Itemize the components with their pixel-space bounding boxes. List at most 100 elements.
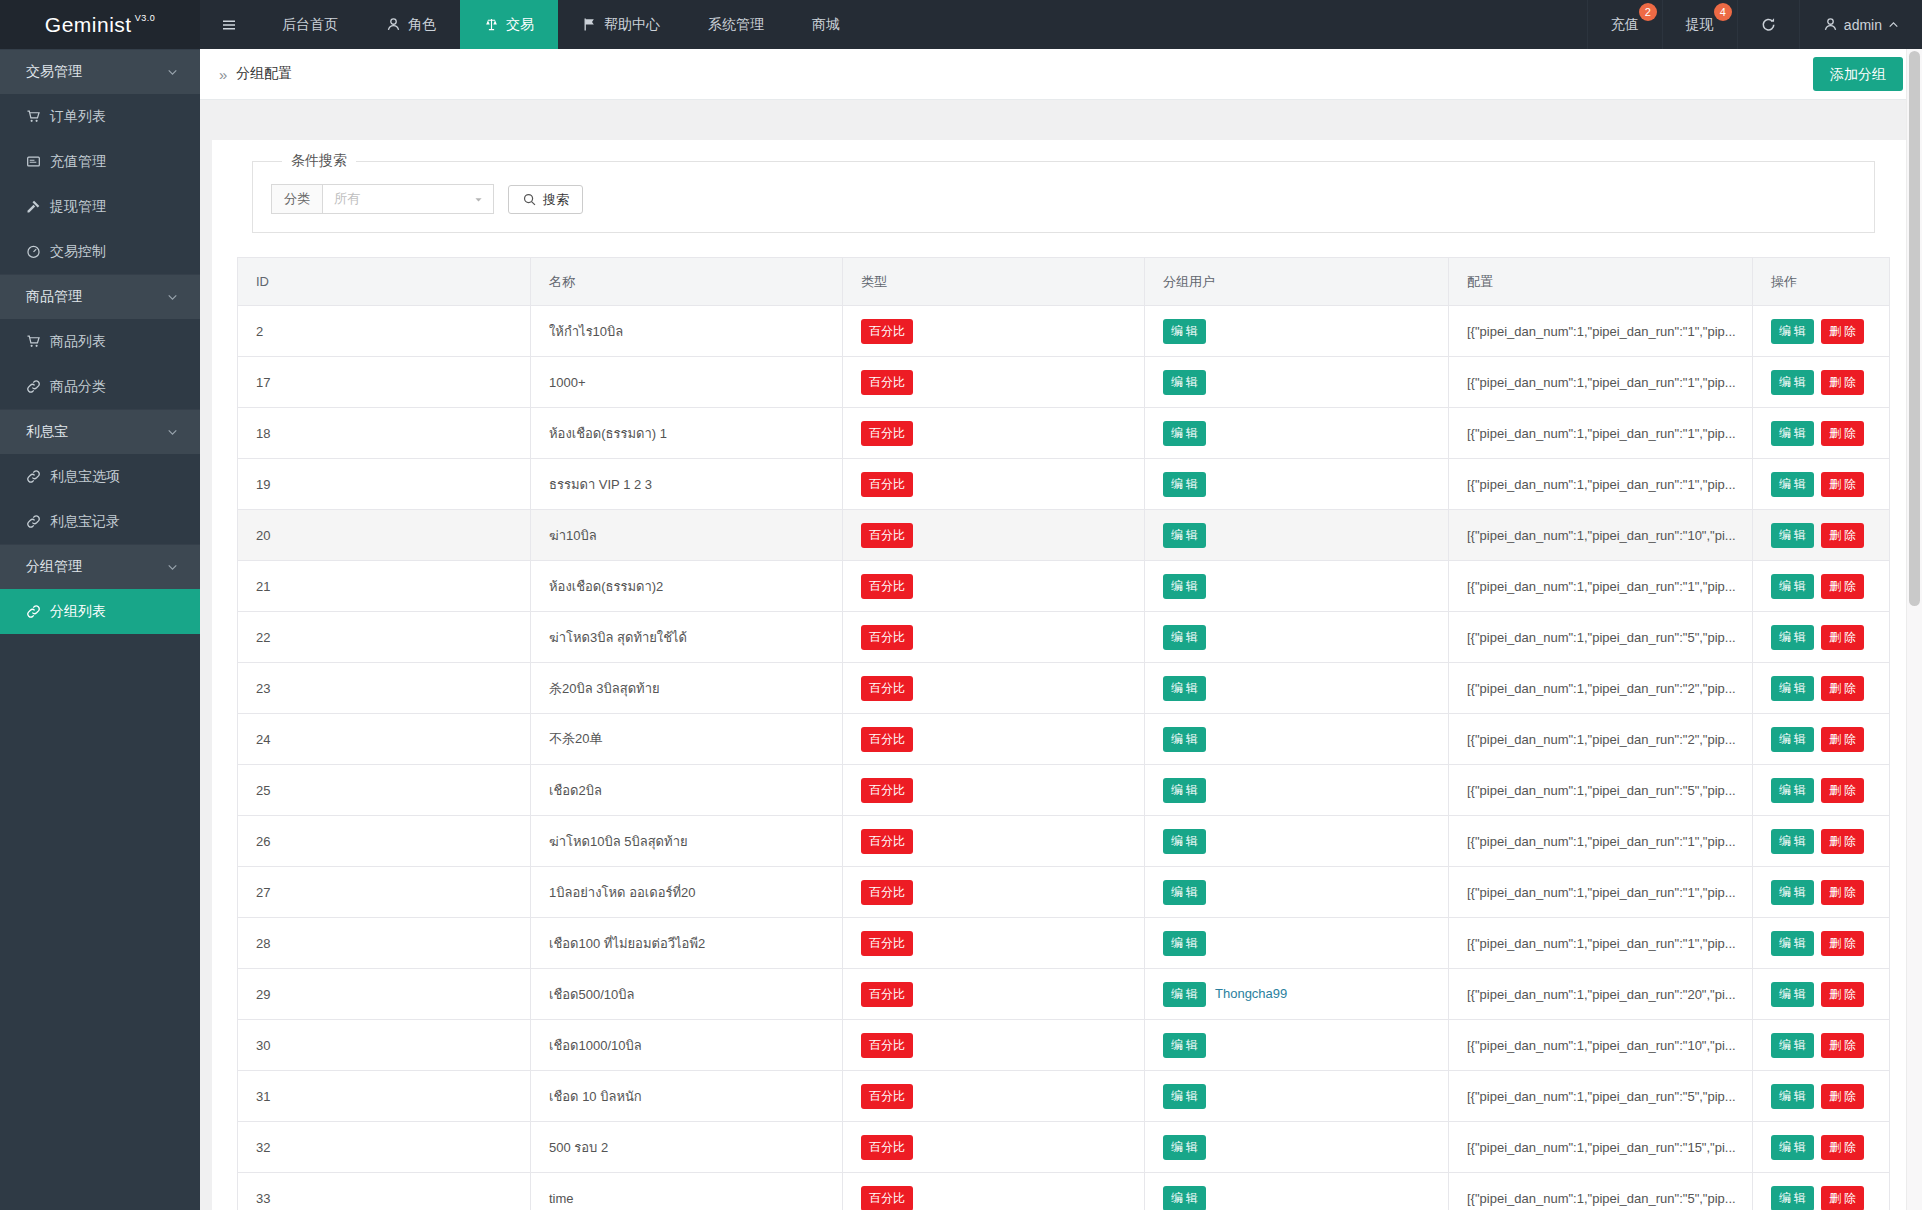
sidebar-item-group-list[interactable]: 分组列表 — [0, 589, 200, 634]
edit-group-users-button[interactable]: 编辑 — [1163, 523, 1206, 548]
edit-group-users-button[interactable]: 编辑 — [1163, 625, 1206, 650]
cell-group-users: 编辑 — [1145, 1071, 1449, 1122]
edit-button[interactable]: 编辑 — [1771, 523, 1814, 548]
edit-button[interactable]: 编辑 — [1771, 1084, 1814, 1109]
nav-item-help-center[interactable]: 帮助中心 — [558, 0, 684, 49]
table-row: 20ฆ่า10บิล百分比编辑[{"pipei_dan_num":1,"pipe… — [238, 510, 1890, 561]
delete-button[interactable]: 删除 — [1821, 829, 1864, 854]
edit-group-users-button[interactable]: 编辑 — [1163, 421, 1206, 446]
delete-button[interactable]: 删除 — [1821, 1033, 1864, 1058]
user-menu[interactable]: admin — [1799, 0, 1922, 49]
cell-actions: 编辑删除 — [1753, 357, 1890, 408]
delete-button[interactable]: 删除 — [1821, 727, 1864, 752]
edit-group-users-button[interactable]: 编辑 — [1163, 574, 1206, 599]
delete-button[interactable]: 删除 — [1821, 370, 1864, 395]
user-icon — [1823, 17, 1838, 32]
edit-button[interactable]: 编辑 — [1771, 421, 1814, 446]
nav-item-system-management[interactable]: 系统管理 — [684, 0, 788, 49]
edit-button[interactable]: 编辑 — [1771, 574, 1814, 599]
cell-actions: 编辑删除 — [1753, 612, 1890, 663]
edit-button[interactable]: 编辑 — [1771, 829, 1814, 854]
edit-group-users-button[interactable]: 编辑 — [1163, 880, 1206, 905]
edit-button[interactable]: 编辑 — [1771, 931, 1814, 956]
edit-group-users-button[interactable]: 编辑 — [1163, 1186, 1206, 1210]
sidebar-item-interest-records[interactable]: 利息宝记录 — [0, 499, 200, 544]
delete-button[interactable]: 删除 — [1821, 676, 1864, 701]
recharge-notifications[interactable]: 充值 2 — [1587, 0, 1662, 49]
edit-button[interactable]: 编辑 — [1771, 778, 1814, 803]
add-group-button[interactable]: 添加分组 — [1813, 57, 1903, 91]
delete-button[interactable]: 删除 — [1821, 421, 1864, 446]
delete-button[interactable]: 删除 — [1821, 982, 1864, 1007]
edit-group-users-button[interactable]: 编辑 — [1163, 982, 1206, 1007]
delete-button[interactable]: 删除 — [1821, 931, 1864, 956]
page-scrollbar[interactable] — [1906, 49, 1922, 1210]
nav-item-roles[interactable]: 角色 — [362, 0, 460, 49]
delete-button[interactable]: 删除 — [1821, 1186, 1864, 1210]
chevron-up-icon — [1888, 19, 1899, 30]
sidebar-item-goods-list[interactable]: 商品列表 — [0, 319, 200, 364]
edit-button[interactable]: 编辑 — [1771, 1033, 1814, 1058]
edit-button[interactable]: 编辑 — [1771, 1186, 1814, 1210]
link-icon — [26, 604, 41, 619]
sidebar-section-trade-management[interactable]: 交易管理 — [0, 49, 200, 94]
cell-name: 1000+ — [531, 357, 843, 408]
withdraw-notifications[interactable]: 提现 4 — [1662, 0, 1737, 49]
edit-group-users-button[interactable]: 编辑 — [1163, 727, 1206, 752]
sidebar-section-goods-management[interactable]: 商品管理 — [0, 274, 200, 319]
sidebar-item-order-list[interactable]: 订单列表 — [0, 94, 200, 139]
edit-group-users-button[interactable]: 编辑 — [1163, 676, 1206, 701]
edit-button[interactable]: 编辑 — [1771, 880, 1814, 905]
edit-button[interactable]: 编辑 — [1771, 319, 1814, 344]
nav-item-trade[interactable]: 交易 — [460, 0, 558, 49]
edit-group-users-button[interactable]: 编辑 — [1163, 1033, 1206, 1058]
sidebar-section-group-management[interactable]: 分组管理 — [0, 544, 200, 589]
sidebar-item-goods-category[interactable]: 商品分类 — [0, 364, 200, 409]
edit-group-users-button[interactable]: 编辑 — [1163, 472, 1206, 497]
edit-button[interactable]: 编辑 — [1771, 727, 1814, 752]
delete-button[interactable]: 删除 — [1821, 880, 1864, 905]
cell-group-users: 编辑 — [1145, 867, 1449, 918]
sidebar-item-interest-options[interactable]: 利息宝选项 — [0, 454, 200, 499]
edit-button[interactable]: 编辑 — [1771, 982, 1814, 1007]
delete-button[interactable]: 删除 — [1821, 778, 1864, 803]
edit-group-users-button[interactable]: 编辑 — [1163, 1084, 1206, 1109]
nav-item-home[interactable]: 后台首页 — [258, 0, 362, 49]
edit-button[interactable]: 编辑 — [1771, 370, 1814, 395]
breadcrumb: » 分组配置 添加分组 — [200, 49, 1922, 100]
app-logo-version: V3.0 — [135, 13, 156, 23]
nav-item-mall[interactable]: 商城 — [788, 0, 864, 49]
sidebar-toggle-button[interactable] — [200, 0, 258, 49]
delete-button[interactable]: 删除 — [1821, 625, 1864, 650]
edit-button[interactable]: 编辑 — [1771, 1135, 1814, 1160]
refresh-button[interactable] — [1737, 0, 1799, 49]
sidebar-item-recharge-management[interactable]: 充值管理 — [0, 139, 200, 184]
delete-button[interactable]: 删除 — [1821, 319, 1864, 344]
category-select[interactable]: 所有 — [322, 184, 494, 214]
delete-button[interactable]: 删除 — [1821, 1135, 1864, 1160]
delete-button[interactable]: 删除 — [1821, 574, 1864, 599]
delete-button[interactable]: 删除 — [1821, 472, 1864, 497]
search-button[interactable]: 搜索 — [508, 185, 583, 214]
cell-type: 百分比 — [843, 510, 1145, 561]
type-badge: 百分比 — [861, 1084, 913, 1109]
sidebar-section-interest-treasure[interactable]: 利息宝 — [0, 409, 200, 454]
edit-group-users-button[interactable]: 编辑 — [1163, 319, 1206, 344]
edit-group-users-button[interactable]: 编辑 — [1163, 931, 1206, 956]
edit-button[interactable]: 编辑 — [1771, 472, 1814, 497]
edit-group-users-button[interactable]: 编辑 — [1163, 370, 1206, 395]
delete-button[interactable]: 删除 — [1821, 1084, 1864, 1109]
column-header: 操作 — [1753, 258, 1890, 306]
delete-button[interactable]: 删除 — [1821, 523, 1864, 548]
sidebar-item-withdraw-management[interactable]: 提现管理 — [0, 184, 200, 229]
group-user-link[interactable]: Thongcha99 — [1215, 986, 1287, 1001]
edit-button[interactable]: 编辑 — [1771, 625, 1814, 650]
scrollbar-thumb[interactable] — [1909, 51, 1920, 606]
sidebar-item-trade-control[interactable]: 交易控制 — [0, 229, 200, 274]
edit-group-users-button[interactable]: 编辑 — [1163, 829, 1206, 854]
edit-group-users-button[interactable]: 编辑 — [1163, 778, 1206, 803]
column-header: ID — [238, 258, 531, 306]
edit-button[interactable]: 编辑 — [1771, 676, 1814, 701]
edit-group-users-button[interactable]: 编辑 — [1163, 1135, 1206, 1160]
page-title: 分组配置 — [236, 65, 292, 83]
